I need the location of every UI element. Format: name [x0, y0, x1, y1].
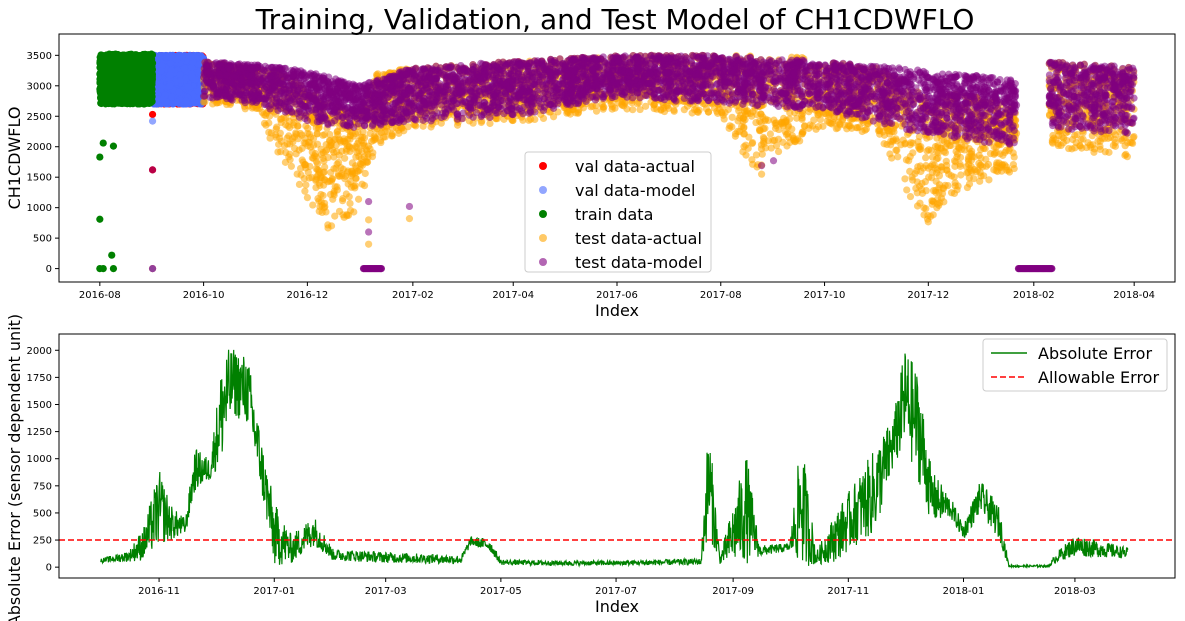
data-point — [100, 93, 108, 101]
data-point — [147, 66, 155, 75]
data-point — [109, 98, 117, 106]
data-point — [137, 90, 145, 99]
data-point — [109, 142, 118, 150]
series-val-data-model — [148, 51, 208, 273]
data-point — [182, 97, 190, 105]
data-point — [140, 100, 148, 108]
data-point — [99, 264, 107, 273]
data-point — [301, 187, 309, 195]
data-point — [141, 80, 149, 88]
data-point — [173, 55, 181, 64]
data-point — [108, 251, 116, 259]
data-point — [96, 215, 104, 223]
data-point — [182, 74, 190, 83]
data-point — [101, 57, 109, 65]
data-point — [147, 89, 155, 97]
data-point — [194, 87, 202, 95]
data-point — [128, 75, 136, 83]
data-point — [184, 83, 192, 91]
data-point — [145, 59, 153, 67]
data-point — [97, 86, 105, 94]
data-point — [147, 97, 155, 105]
data-point — [100, 64, 108, 72]
data-point — [120, 89, 129, 97]
data-point — [894, 153, 902, 161]
data-point — [112, 58, 120, 66]
data-point — [187, 53, 195, 61]
data-point — [100, 74, 108, 82]
data-point — [354, 195, 363, 203]
data-point — [126, 53, 135, 62]
data-point — [102, 81, 111, 89]
data-point — [119, 53, 127, 62]
data-point — [99, 139, 107, 147]
series-train-data — [96, 50, 157, 273]
data-point — [108, 87, 117, 95]
data-point — [113, 81, 121, 90]
data-point — [295, 180, 304, 188]
chart-title: Training, Validation, and Test Model of … — [255, 3, 975, 36]
data-point — [166, 71, 174, 79]
data-point — [166, 82, 174, 90]
top-scatter-axes: 2016-08 2016-10 2016-12 2017-02 2017-04 2017-… — [5, 33, 1176, 320]
data-point — [148, 110, 157, 119]
data-point — [128, 99, 136, 108]
data-point — [125, 68, 133, 76]
data-point — [148, 117, 157, 125]
data-point — [96, 153, 104, 161]
data-point — [173, 98, 181, 106]
data-point — [157, 67, 165, 75]
data-point — [188, 73, 196, 81]
data-point — [134, 53, 142, 61]
data-point — [148, 264, 157, 273]
data-point — [180, 64, 189, 73]
data-point — [133, 65, 141, 73]
data-point — [109, 264, 118, 273]
data-point — [175, 88, 183, 96]
data-point — [147, 50, 156, 58]
data-point — [102, 99, 110, 107]
